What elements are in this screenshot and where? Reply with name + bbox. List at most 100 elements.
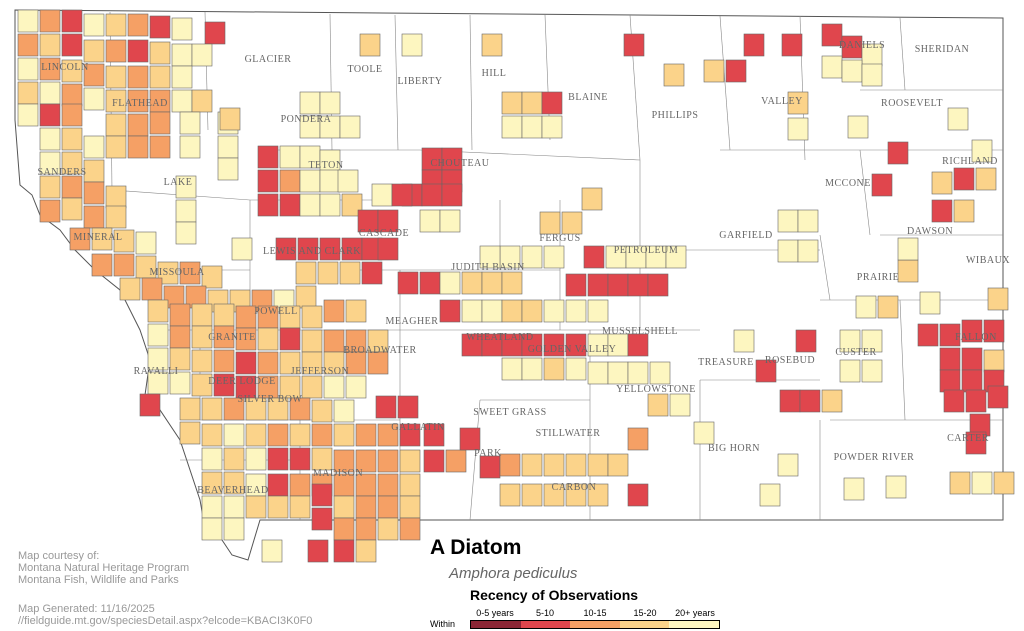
county-label: RICHLAND (942, 156, 998, 167)
observation-cell (377, 237, 399, 261)
observation-cell (587, 273, 609, 297)
county-label: ROOSEVELT (881, 98, 943, 109)
observation-cell (135, 231, 157, 255)
observation-cell (257, 145, 279, 169)
observation-cell (61, 103, 83, 127)
observation-cell (885, 475, 907, 499)
observation-cell (565, 299, 587, 323)
county-label: MISSOULA (149, 267, 204, 278)
observation-cell (279, 193, 301, 217)
observation-cell (223, 423, 245, 447)
observation-cell (821, 389, 843, 413)
county-label: JUDITH BASIN (451, 262, 525, 273)
county-label: BROADWATER (343, 345, 416, 356)
legend-color-bar (470, 620, 720, 629)
observation-cell (213, 349, 235, 373)
observation-cell (607, 453, 629, 477)
observation-cell (149, 65, 171, 89)
observation-cell (17, 9, 39, 33)
observation-cell (323, 351, 345, 375)
observation-cell (105, 205, 127, 229)
observation-cell (147, 323, 169, 347)
observation-cell (179, 397, 201, 421)
observation-cell (461, 271, 483, 295)
observation-cell (345, 299, 367, 323)
observation-cell (105, 113, 127, 137)
observation-cell (821, 55, 843, 79)
observation-cell (521, 91, 543, 115)
observation-cell (355, 539, 377, 563)
observation-cell (565, 333, 587, 357)
observation-cell (147, 299, 169, 323)
legend-swatch (520, 621, 571, 628)
observation-cell (339, 115, 361, 139)
observation-cell (397, 271, 419, 295)
county-label: JEFFERSON (291, 366, 349, 377)
observation-cell (587, 299, 609, 323)
observation-cell (127, 65, 149, 89)
observation-cell (179, 261, 201, 285)
observation-cell (543, 453, 565, 477)
observation-cell (703, 59, 725, 83)
observation-cell (647, 393, 669, 417)
observation-cell (179, 135, 201, 159)
observation-cell (261, 539, 283, 563)
observation-cell (171, 65, 193, 89)
observation-cell (445, 449, 467, 473)
observation-cell (861, 63, 883, 87)
observation-cell (355, 449, 377, 473)
observation-cell (983, 349, 1005, 373)
observation-cell (17, 103, 39, 127)
observation-cell (439, 271, 461, 295)
observation-cell (169, 303, 191, 327)
legend-swatch (619, 621, 670, 628)
observation-cell (961, 347, 983, 371)
generated-date: Map Generated: 11/16/2025 (18, 603, 155, 615)
observation-cell (323, 329, 345, 353)
observation-cell (149, 135, 171, 159)
observation-cell (39, 9, 61, 33)
observation-cell (333, 495, 355, 519)
observation-cell (949, 471, 971, 495)
observation-cell (725, 59, 747, 83)
observation-cell (113, 253, 135, 277)
observation-cell (83, 39, 105, 63)
county-label: BIG HORN (708, 443, 760, 454)
observation-cell (299, 193, 321, 217)
observation-cell (359, 33, 381, 57)
observation-cell (421, 183, 443, 207)
observation-cell (157, 261, 179, 285)
observation-cell (441, 183, 463, 207)
scientific-name: Amphora pediculus (449, 565, 578, 582)
county-label: SHERIDAN (915, 44, 970, 55)
observation-cell (297, 237, 319, 261)
observation-cell (213, 325, 235, 349)
observation-cell (149, 15, 171, 39)
legend-label-4: 20+ years (675, 608, 715, 618)
observation-cell (377, 473, 399, 497)
observation-cell (267, 447, 289, 471)
observation-cell (175, 221, 197, 245)
observation-cell (939, 369, 961, 393)
observation-cell (399, 449, 421, 473)
observation-cell (311, 423, 333, 447)
observation-cell (201, 447, 223, 471)
observation-cell (939, 323, 961, 347)
county-label: SILVER BOW (238, 394, 303, 405)
observation-cell (345, 375, 367, 399)
legend-labels: 0-5 years 5-10 10-15 15-20 20+ years (470, 608, 720, 619)
observation-cell (439, 299, 461, 323)
county-label: DEER LODGE (208, 376, 276, 387)
observation-cell (541, 115, 563, 139)
observation-cell (993, 471, 1015, 495)
observation-cell (419, 271, 441, 295)
observation-cell (83, 181, 105, 205)
observation-cell (975, 167, 997, 191)
observation-cell (245, 397, 267, 421)
observation-cell (83, 87, 105, 111)
county-label: POWELL (254, 306, 298, 317)
observation-cell (391, 183, 413, 207)
observation-cell (965, 389, 987, 413)
county-border (859, 149, 871, 236)
observation-cell (781, 33, 803, 57)
